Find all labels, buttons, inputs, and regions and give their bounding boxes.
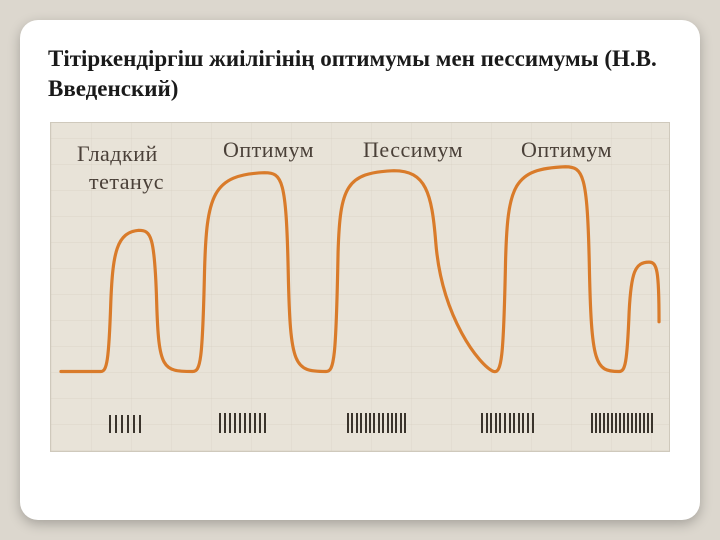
slide-card: Тітіркендіргіш жиілігінің оптимумы мен п… bbox=[20, 20, 700, 520]
stimulus-ticks bbox=[347, 413, 406, 433]
slide-title: Тітіркендіргіш жиілігінің оптимумы мен п… bbox=[48, 44, 672, 104]
stimulus-ticks bbox=[591, 413, 653, 433]
graph-label: Оптимум bbox=[223, 137, 314, 163]
curve-path bbox=[61, 167, 659, 372]
stimulus-ticks bbox=[481, 413, 534, 433]
stimulus-ticks bbox=[219, 413, 266, 433]
physiology-graph: Гладкийтетанус Оптимум Пессимум Оптимум bbox=[50, 122, 670, 452]
graph-label: Гладкий bbox=[77, 141, 158, 167]
graph-label: тетанус bbox=[89, 169, 164, 195]
graph-label: Пессимум bbox=[363, 137, 463, 163]
stimulus-ticks bbox=[109, 415, 141, 433]
graph-label: Оптимум bbox=[521, 137, 612, 163]
